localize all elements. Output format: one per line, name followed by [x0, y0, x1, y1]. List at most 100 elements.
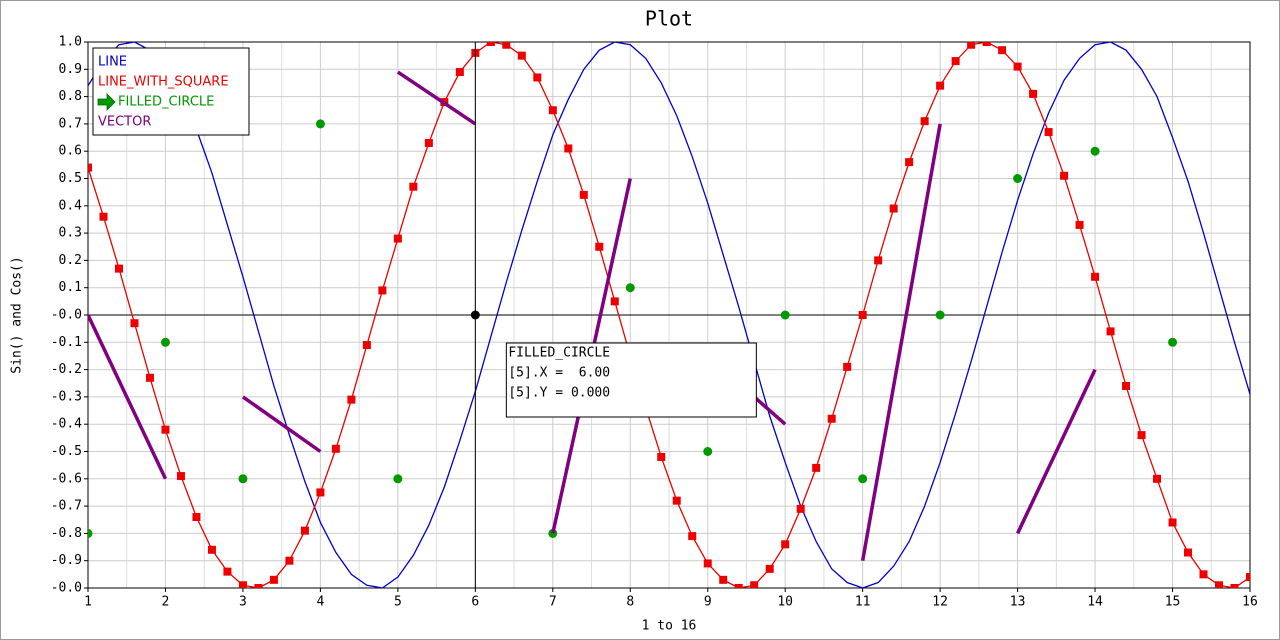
square-marker: [207, 545, 216, 554]
series-line: [88, 42, 1250, 588]
square-marker: [1199, 570, 1208, 579]
square-marker: [1246, 573, 1250, 582]
square-marker: [1075, 220, 1084, 229]
square-marker: [812, 463, 821, 472]
circle-marker: [780, 310, 790, 320]
square-marker: [1060, 171, 1069, 180]
square-marker: [982, 42, 991, 46]
y-tick-label: 0.6: [59, 144, 82, 159]
square-marker: [238, 581, 247, 588]
square-marker: [920, 117, 929, 126]
square-marker: [936, 81, 945, 90]
legend-box: [92, 47, 250, 136]
tooltip-text: [5].Y = 0.000: [508, 386, 610, 401]
x-tick-label: 16: [1242, 595, 1258, 610]
square-marker: [1168, 518, 1177, 527]
vector: [1016, 368, 1097, 535]
y-axis-label: Sin() and Cos(): [10, 256, 25, 373]
circle-marker: [393, 474, 403, 484]
square-marker: [595, 242, 604, 251]
square-marker: [703, 559, 712, 568]
x-tick-label: 6: [471, 595, 479, 610]
square-marker: [409, 182, 418, 191]
y-tick-label: -0.1: [51, 335, 82, 350]
square-marker: [579, 190, 588, 199]
square-marker: [161, 425, 170, 434]
x-tick-label: 5: [394, 595, 402, 610]
square-marker: [1137, 431, 1146, 440]
square-marker: [347, 395, 356, 404]
square-marker: [223, 567, 232, 576]
legend-text: FILLED_CIRCLE: [118, 95, 214, 110]
chart-title: Plot: [645, 7, 693, 31]
x-tick-label: 1: [84, 595, 92, 610]
tooltip-text: [5].X = 6.00: [508, 366, 610, 381]
y-tick-label: 0.8: [59, 89, 82, 104]
y-tick-label: -0.9: [51, 553, 82, 568]
x-tick-label: 3: [239, 595, 247, 610]
y-tick-label: -0.3: [51, 389, 82, 404]
y-tick-label: 1.0: [59, 35, 82, 50]
square-marker: [517, 51, 526, 60]
circle-marker: [858, 474, 868, 484]
square-marker: [145, 373, 154, 382]
x-tick-label: 8: [626, 595, 634, 610]
x-tick-label: 4: [316, 595, 324, 610]
square-marker: [657, 452, 666, 461]
square-marker: [750, 581, 759, 588]
square-marker: [486, 42, 495, 46]
square-marker: [967, 42, 976, 49]
x-tick-label: 2: [162, 595, 170, 610]
y-tick-label: 0.4: [59, 198, 83, 213]
square-marker: [734, 584, 743, 588]
square-marker: [424, 139, 433, 148]
y-tick-label: -0.0: [51, 308, 82, 323]
y-tick-label: 0.1: [59, 280, 82, 295]
square-marker: [1029, 89, 1038, 98]
y-tick-label: 0.9: [59, 62, 82, 77]
square-marker: [858, 311, 867, 319]
square-marker: [564, 144, 573, 153]
square-marker: [719, 575, 728, 584]
square-marker: [1122, 381, 1131, 390]
square-marker: [362, 341, 371, 350]
circle-marker: [1013, 174, 1023, 183]
square-marker: [874, 256, 883, 265]
square-marker: [610, 297, 619, 306]
x-axis-label: 1 to 16: [642, 619, 697, 634]
x-tick-label: 13: [1010, 595, 1026, 610]
square-marker: [300, 526, 309, 535]
square-marker: [130, 319, 139, 328]
square-marker: [1153, 474, 1162, 483]
square-marker: [176, 472, 185, 481]
circle-marker: [625, 283, 635, 293]
square-marker: [316, 488, 325, 497]
legend-text: LINE_WITH_SQUARE: [98, 75, 229, 90]
square-marker: [796, 504, 805, 513]
square-marker: [1044, 128, 1053, 137]
circle-marker: [935, 310, 945, 320]
circle-marker: [315, 119, 325, 129]
square-marker: [548, 106, 557, 115]
square-marker: [1184, 548, 1193, 557]
y-tick-label: 0.7: [59, 116, 82, 131]
tooltip-box: [505, 342, 757, 418]
x-tick-label: 11: [855, 595, 871, 610]
y-tick-label: 0.2: [59, 253, 82, 268]
square-marker: [843, 362, 852, 371]
square-marker: [99, 212, 108, 221]
square-marker: [331, 444, 340, 453]
circle-marker: [88, 528, 93, 538]
y-tick-label: -0.7: [51, 499, 82, 514]
square-marker: [378, 286, 387, 295]
series-line: [88, 42, 1250, 588]
vector: [860, 123, 942, 562]
circle-marker: [1168, 337, 1178, 347]
y-tick-label: -0.0: [51, 581, 82, 596]
x-tick-label: 10: [777, 595, 793, 610]
square-marker: [114, 264, 123, 273]
square-marker: [951, 57, 960, 66]
square-marker: [192, 513, 201, 522]
square-marker: [502, 42, 511, 49]
